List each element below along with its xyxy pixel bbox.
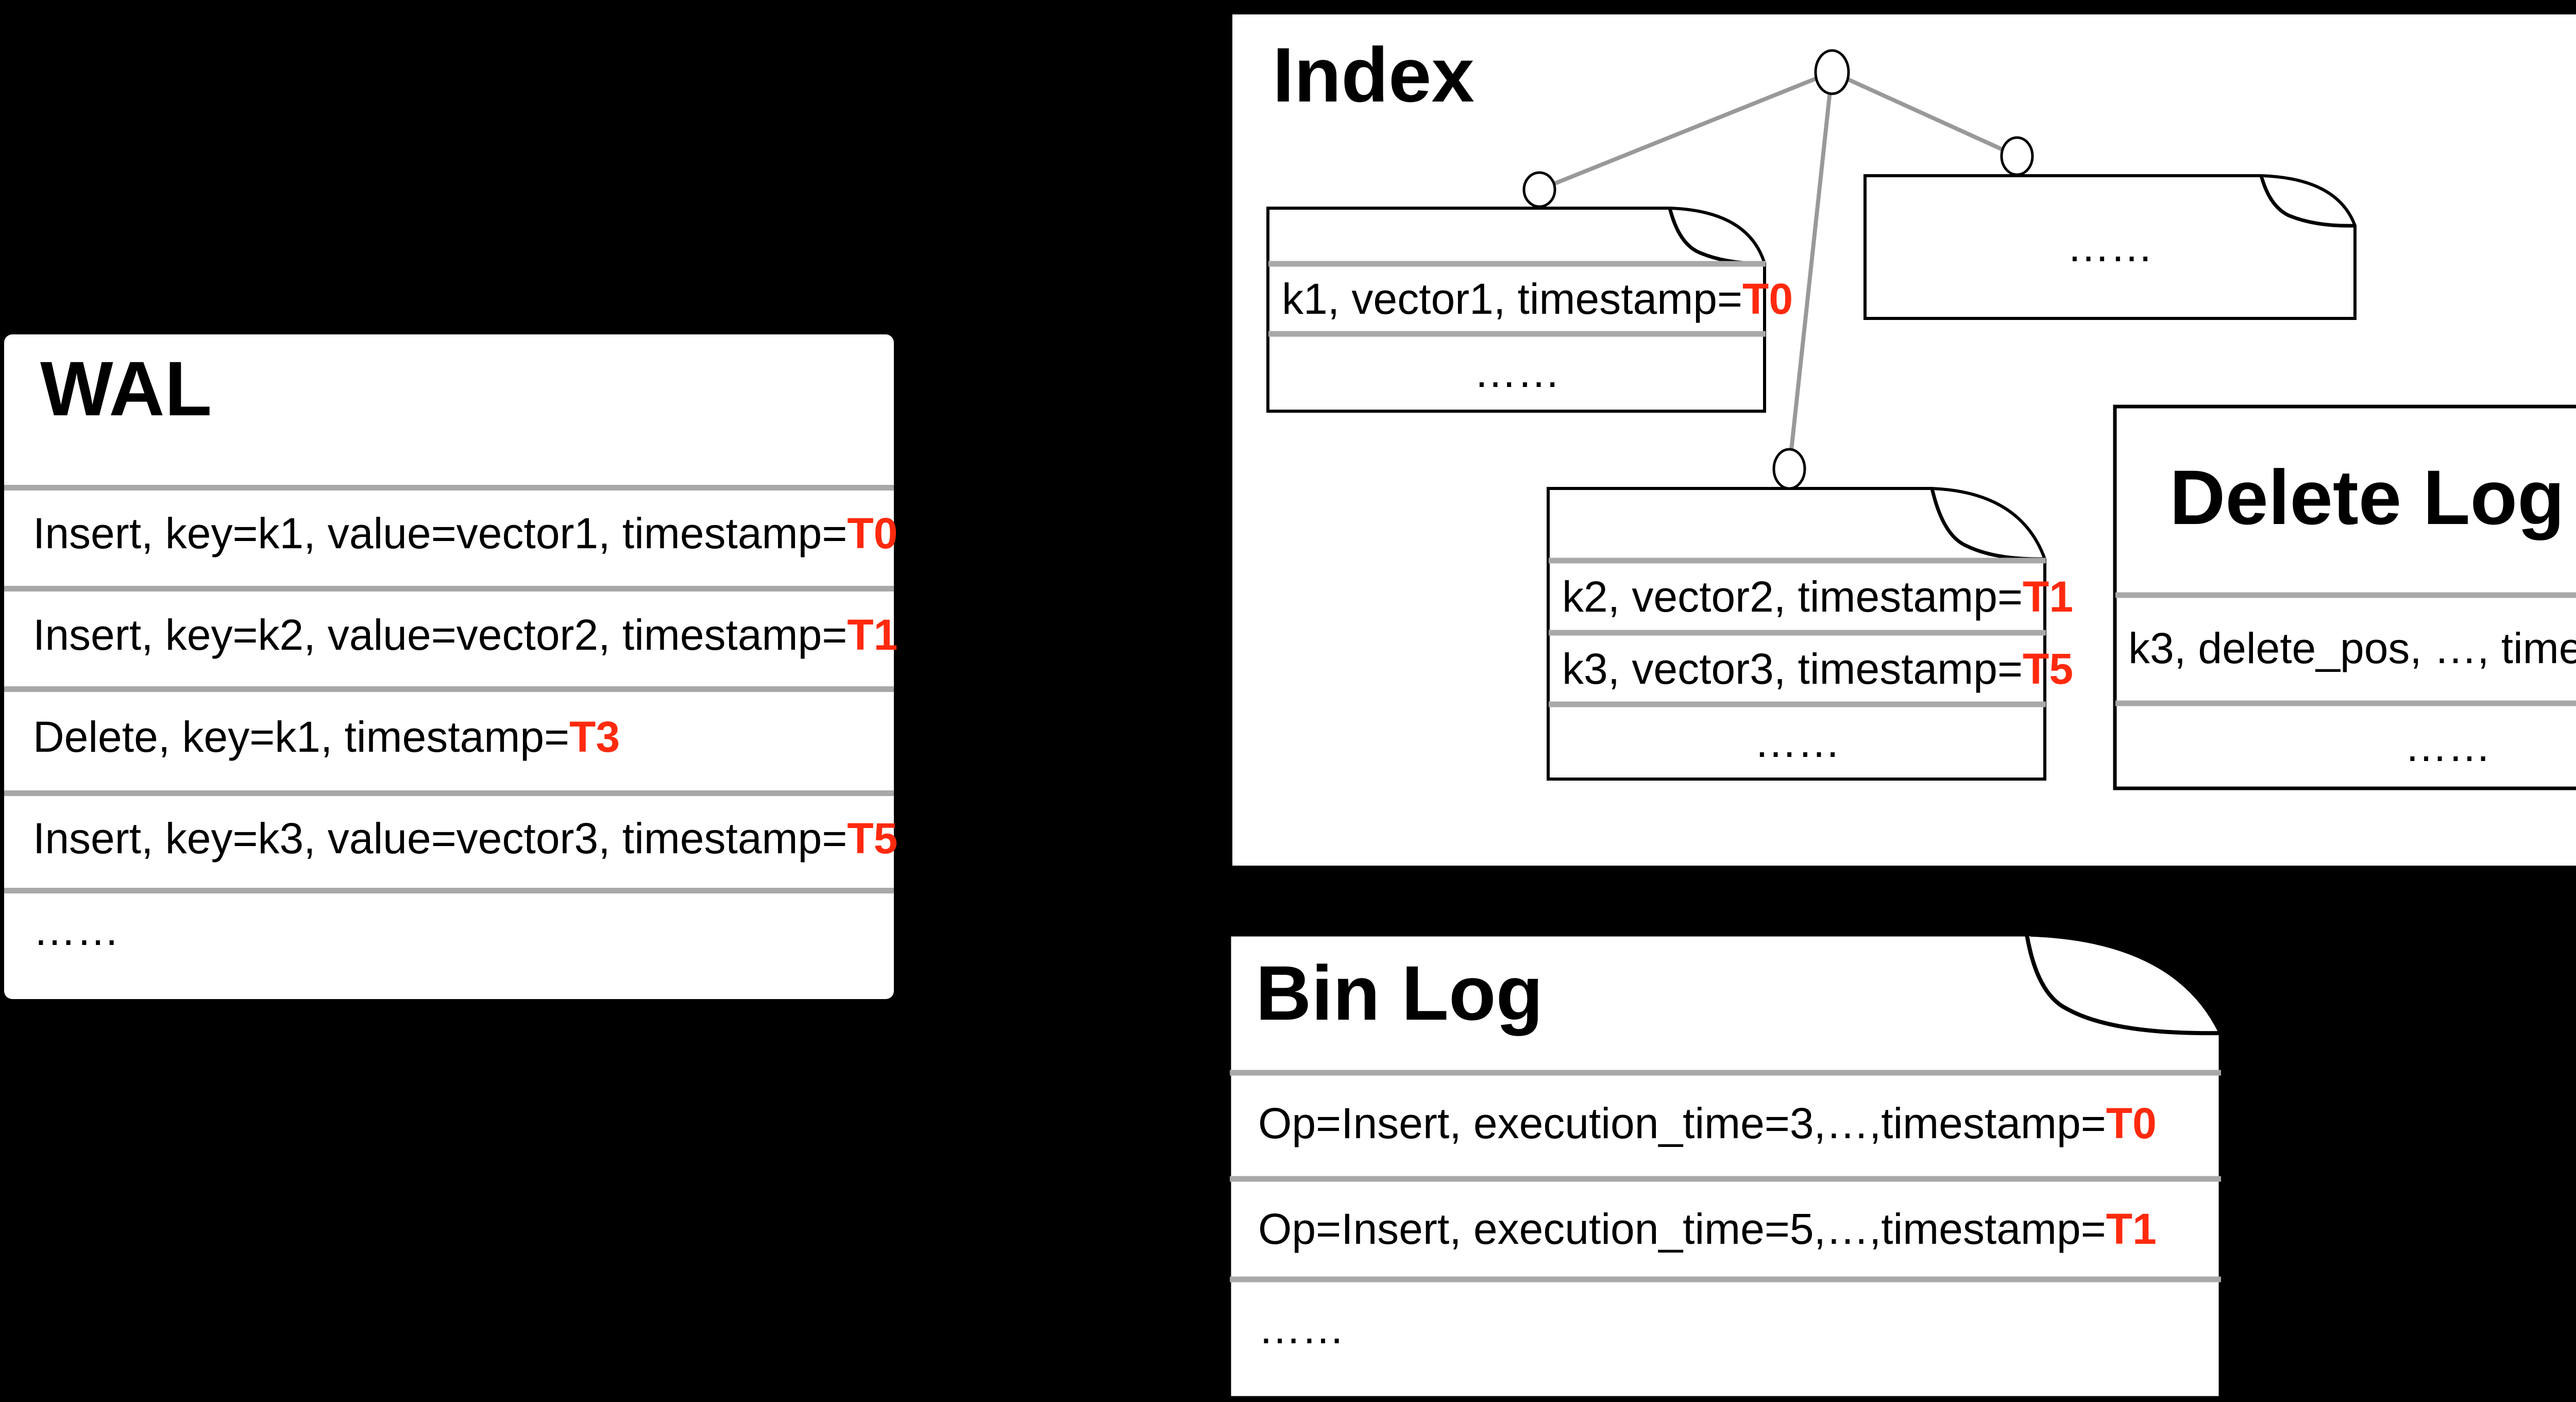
segment-row-text: k2, vector2, timestamp= — [1562, 572, 2023, 621]
wal-row-text: Delete, key=k1, timestamp= — [33, 713, 570, 761]
wal-row-timestamp: T5 — [847, 814, 898, 863]
folded-page-shape — [2113, 404, 2576, 790]
wal-row-text: Insert, key=k2, value=vector2, timestamp… — [33, 611, 848, 659]
wal-row: Insert, key=k1, value=vector1, timestamp… — [33, 508, 897, 559]
index-segment-k2: k2, vector2, timestamp=T1 k3, vector3, t… — [1547, 487, 2073, 781]
segment-row: k1, vector1, timestamp=T0 — [1282, 273, 1793, 325]
folded-page-shape — [1227, 933, 2223, 1400]
wal-row-timestamp: T3 — [569, 713, 620, 761]
segment-more-row: …… — [1473, 348, 1561, 396]
bin-log-row-timestamp: T1 — [2106, 1205, 2157, 1253]
bin-log-box: Bin Log Op=Insert, execution_time=3,…,ti… — [1227, 933, 2223, 1400]
wal-separator — [4, 485, 894, 491]
wal-row-timestamp: T1 — [847, 611, 898, 659]
wal-box: WAL Insert, key=k1, value=vector1, times… — [4, 334, 897, 999]
bin-log-title: Bin Log — [1256, 950, 1544, 1036]
segment-more-row: …… — [2066, 222, 2154, 271]
segment-row-timestamp: T0 — [1742, 275, 1793, 323]
delete-log-row: k3, delete_pos, …, timestamp=T3 — [2128, 622, 2576, 674]
wal-row: Delete, key=k1, timestamp=T3 — [33, 711, 620, 763]
wal-separator — [4, 888, 894, 893]
bin-log-row-text: Op=Insert, execution_time=5,…,timestamp= — [1258, 1205, 2106, 1253]
wal-row-text: Insert, key=k3, value=vector3, timestamp… — [33, 814, 848, 863]
segment-row: k2, vector2, timestamp=T1 — [1562, 571, 2073, 622]
wal-more-row: …… — [33, 906, 120, 954]
bin-log-row: Op=Insert, execution_time=3,…,timestamp=… — [1258, 1097, 2157, 1149]
segment-row-timestamp: T5 — [2023, 645, 2074, 693]
index-segment-k1: k1, vector1, timestamp=T0 …… — [1266, 207, 1793, 413]
wal-separator — [4, 790, 894, 796]
bin-log-more-row: …… — [1258, 1304, 1345, 1353]
delete-log-row-text: k3, delete_pos, …, timestamp= — [2128, 624, 2576, 672]
folded-page-shape — [1863, 174, 2357, 320]
wal-row: Insert, key=k2, value=vector2, timestamp… — [33, 609, 897, 661]
wal-separator — [4, 586, 894, 592]
segment-row: k3, vector3, timestamp=T5 — [1562, 643, 2073, 695]
index-segment-more: …… — [1863, 174, 2357, 320]
segment-row-timestamp: T1 — [2023, 572, 2074, 621]
wal-row: Insert, key=k3, value=vector3, timestamp… — [33, 813, 897, 864]
delete-log-box: Delete Log k3, delete_pos, …, timestamp=… — [2113, 404, 2576, 791]
delete-log-title: Delete Log — [2170, 454, 2565, 540]
bin-log-row: Op=Insert, execution_time=5,…,timestamp=… — [1258, 1203, 2157, 1255]
index-title: Index — [1273, 31, 1475, 118]
wal-title: WAL — [40, 345, 212, 432]
wal-separator — [4, 686, 894, 692]
wal-row-timestamp: T0 — [847, 509, 898, 558]
segment-row-text: k1, vector1, timestamp= — [1282, 275, 1743, 323]
wal-row-text: Insert, key=k1, value=vector1, timestamp… — [33, 509, 848, 558]
delete-log-more-row: …… — [2404, 722, 2491, 770]
folded-page-shape — [1266, 207, 1766, 413]
bin-log-row-timestamp: T0 — [2106, 1099, 2157, 1147]
bin-log-row-text: Op=Insert, execution_time=3,…,timestamp= — [1258, 1099, 2106, 1147]
segment-more-row: …… — [1754, 718, 1841, 766]
folded-page-shape — [1547, 487, 2046, 781]
segment-row-text: k3, vector3, timestamp= — [1562, 645, 2023, 693]
